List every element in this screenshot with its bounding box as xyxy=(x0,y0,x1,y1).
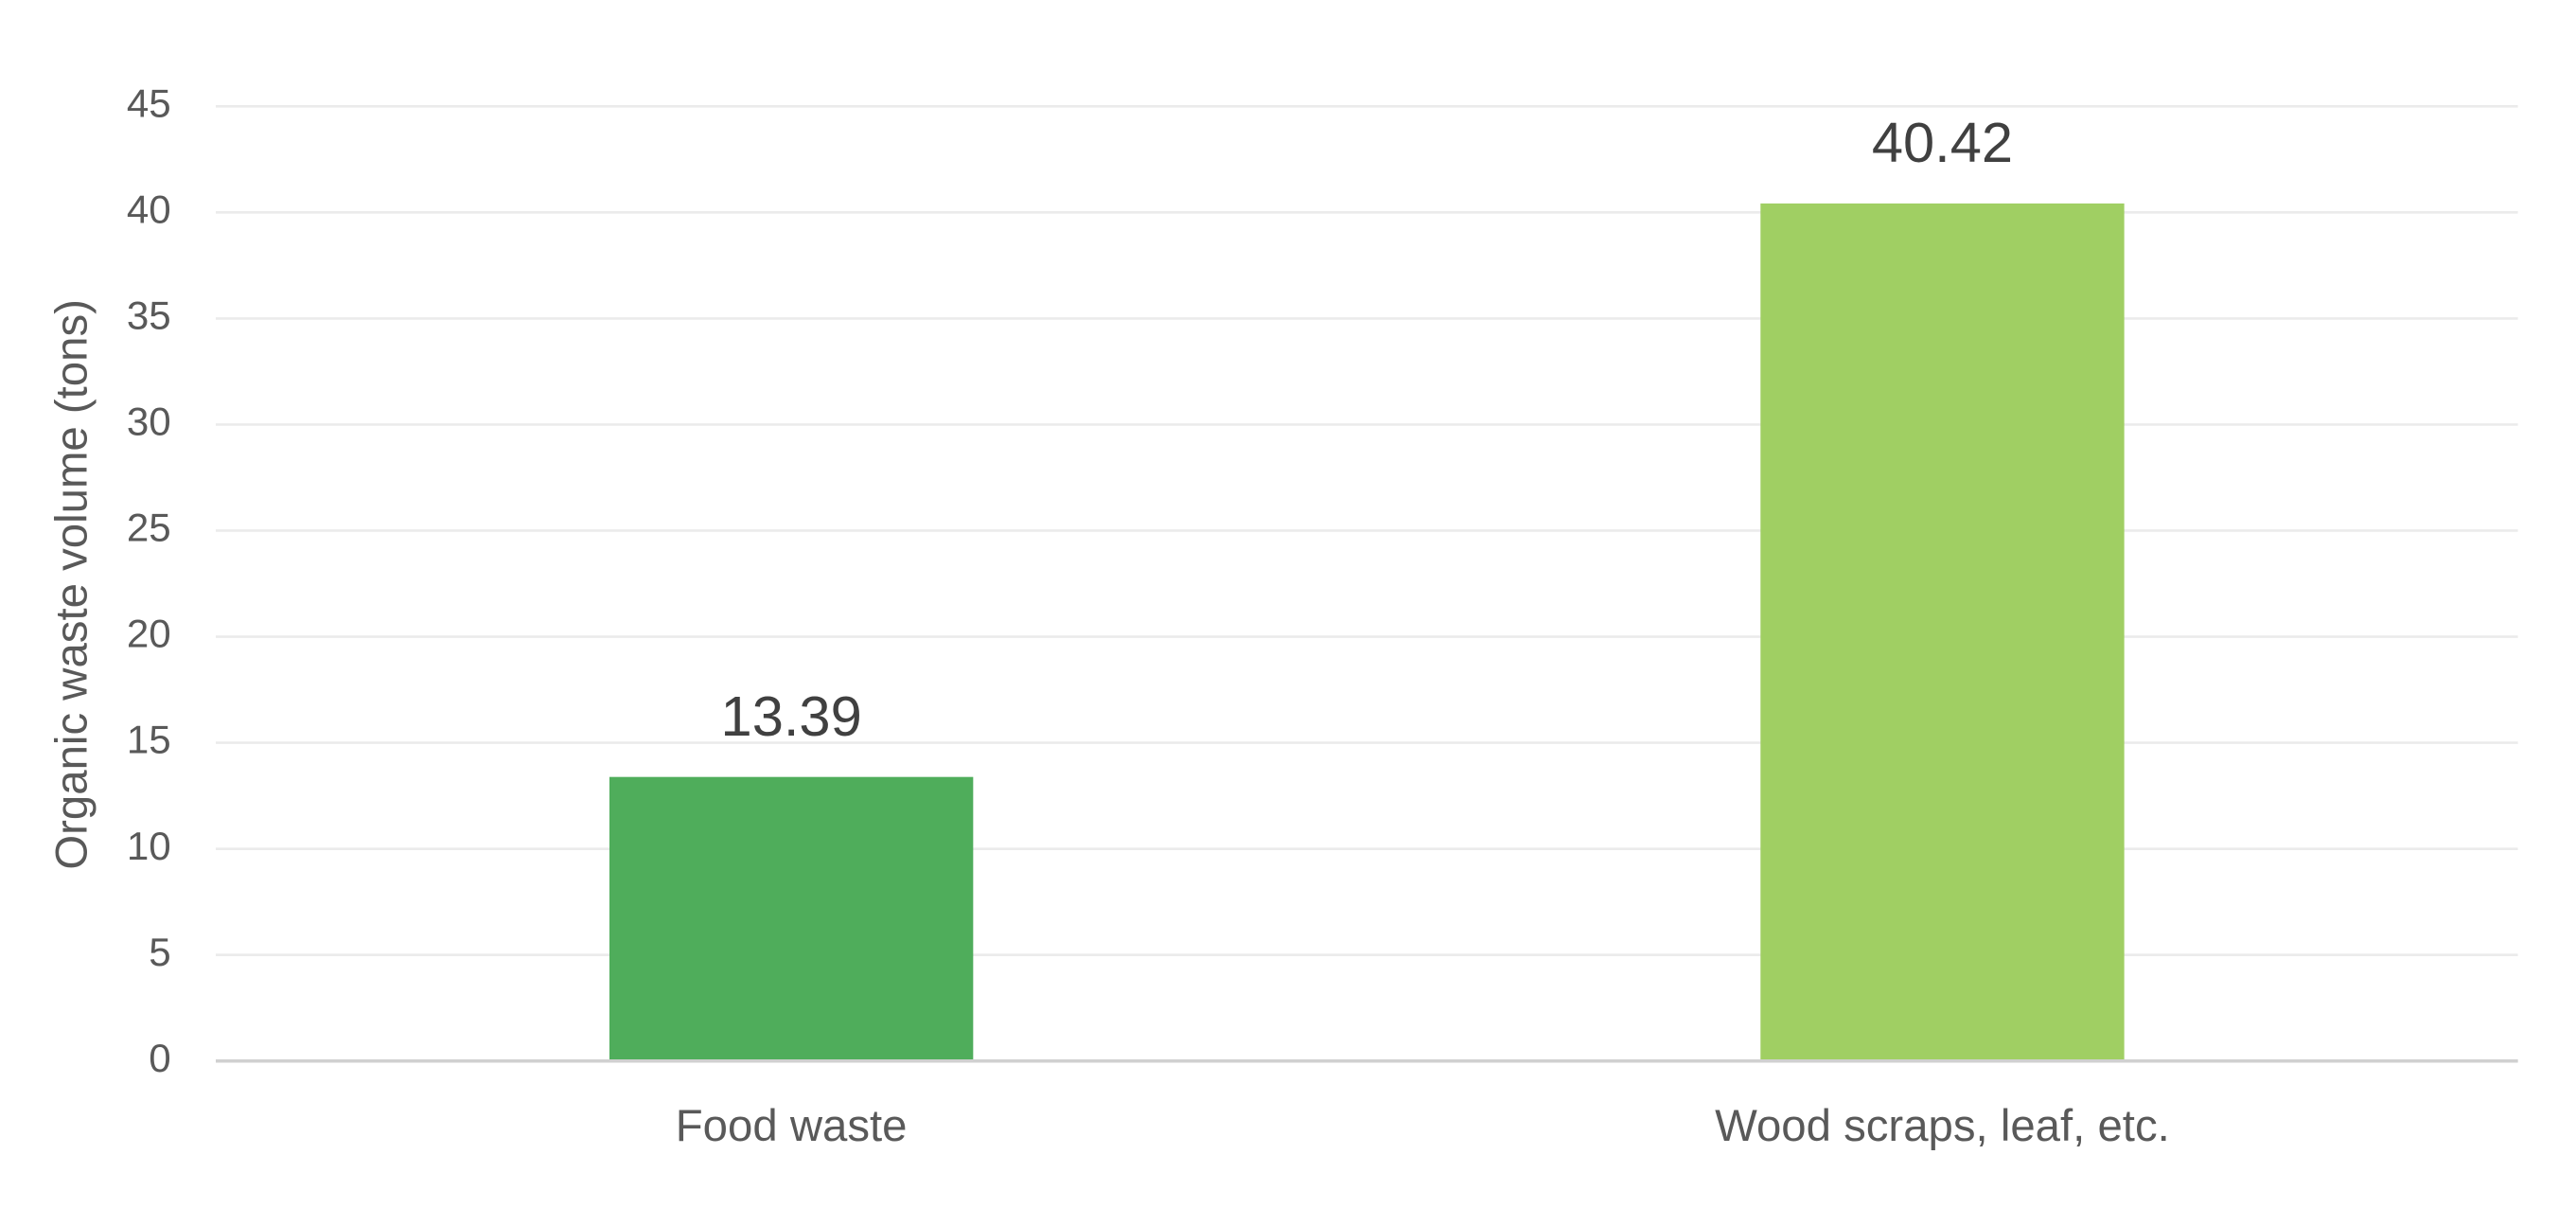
y-tick-label: 30 xyxy=(127,400,171,444)
y-tick-label: 5 xyxy=(149,930,170,974)
y-axis-label: Organic waste volume (tons) xyxy=(46,299,97,870)
data-label: 13.39 xyxy=(721,684,862,748)
y-tick-label: 10 xyxy=(127,824,171,868)
bar xyxy=(1760,203,2125,1061)
y-tick-label: 15 xyxy=(127,718,171,762)
y-tick-label: 45 xyxy=(127,80,171,125)
data-label: 40.42 xyxy=(1872,111,2013,174)
y-tick-label: 0 xyxy=(149,1036,170,1080)
y-tick-label: 40 xyxy=(127,187,171,231)
y-tick-label: 25 xyxy=(127,506,171,550)
bar xyxy=(609,776,974,1061)
x-tick-label: Wood scraps, leaf, etc. xyxy=(1715,1101,2170,1151)
y-tick-label: 35 xyxy=(127,293,171,338)
x-tick-label: Food waste xyxy=(676,1101,908,1151)
y-tick-label: 20 xyxy=(127,612,171,656)
